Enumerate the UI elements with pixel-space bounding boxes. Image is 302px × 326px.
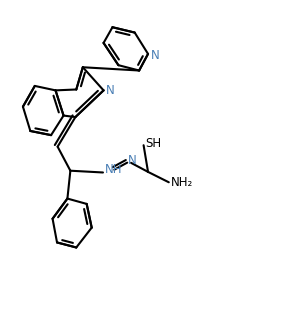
Text: NH₂: NH₂ [171, 176, 193, 189]
Text: N: N [106, 84, 115, 97]
Text: N: N [150, 49, 159, 62]
Text: SH: SH [145, 137, 162, 150]
Text: NH: NH [104, 163, 122, 176]
Text: N: N [127, 154, 136, 167]
